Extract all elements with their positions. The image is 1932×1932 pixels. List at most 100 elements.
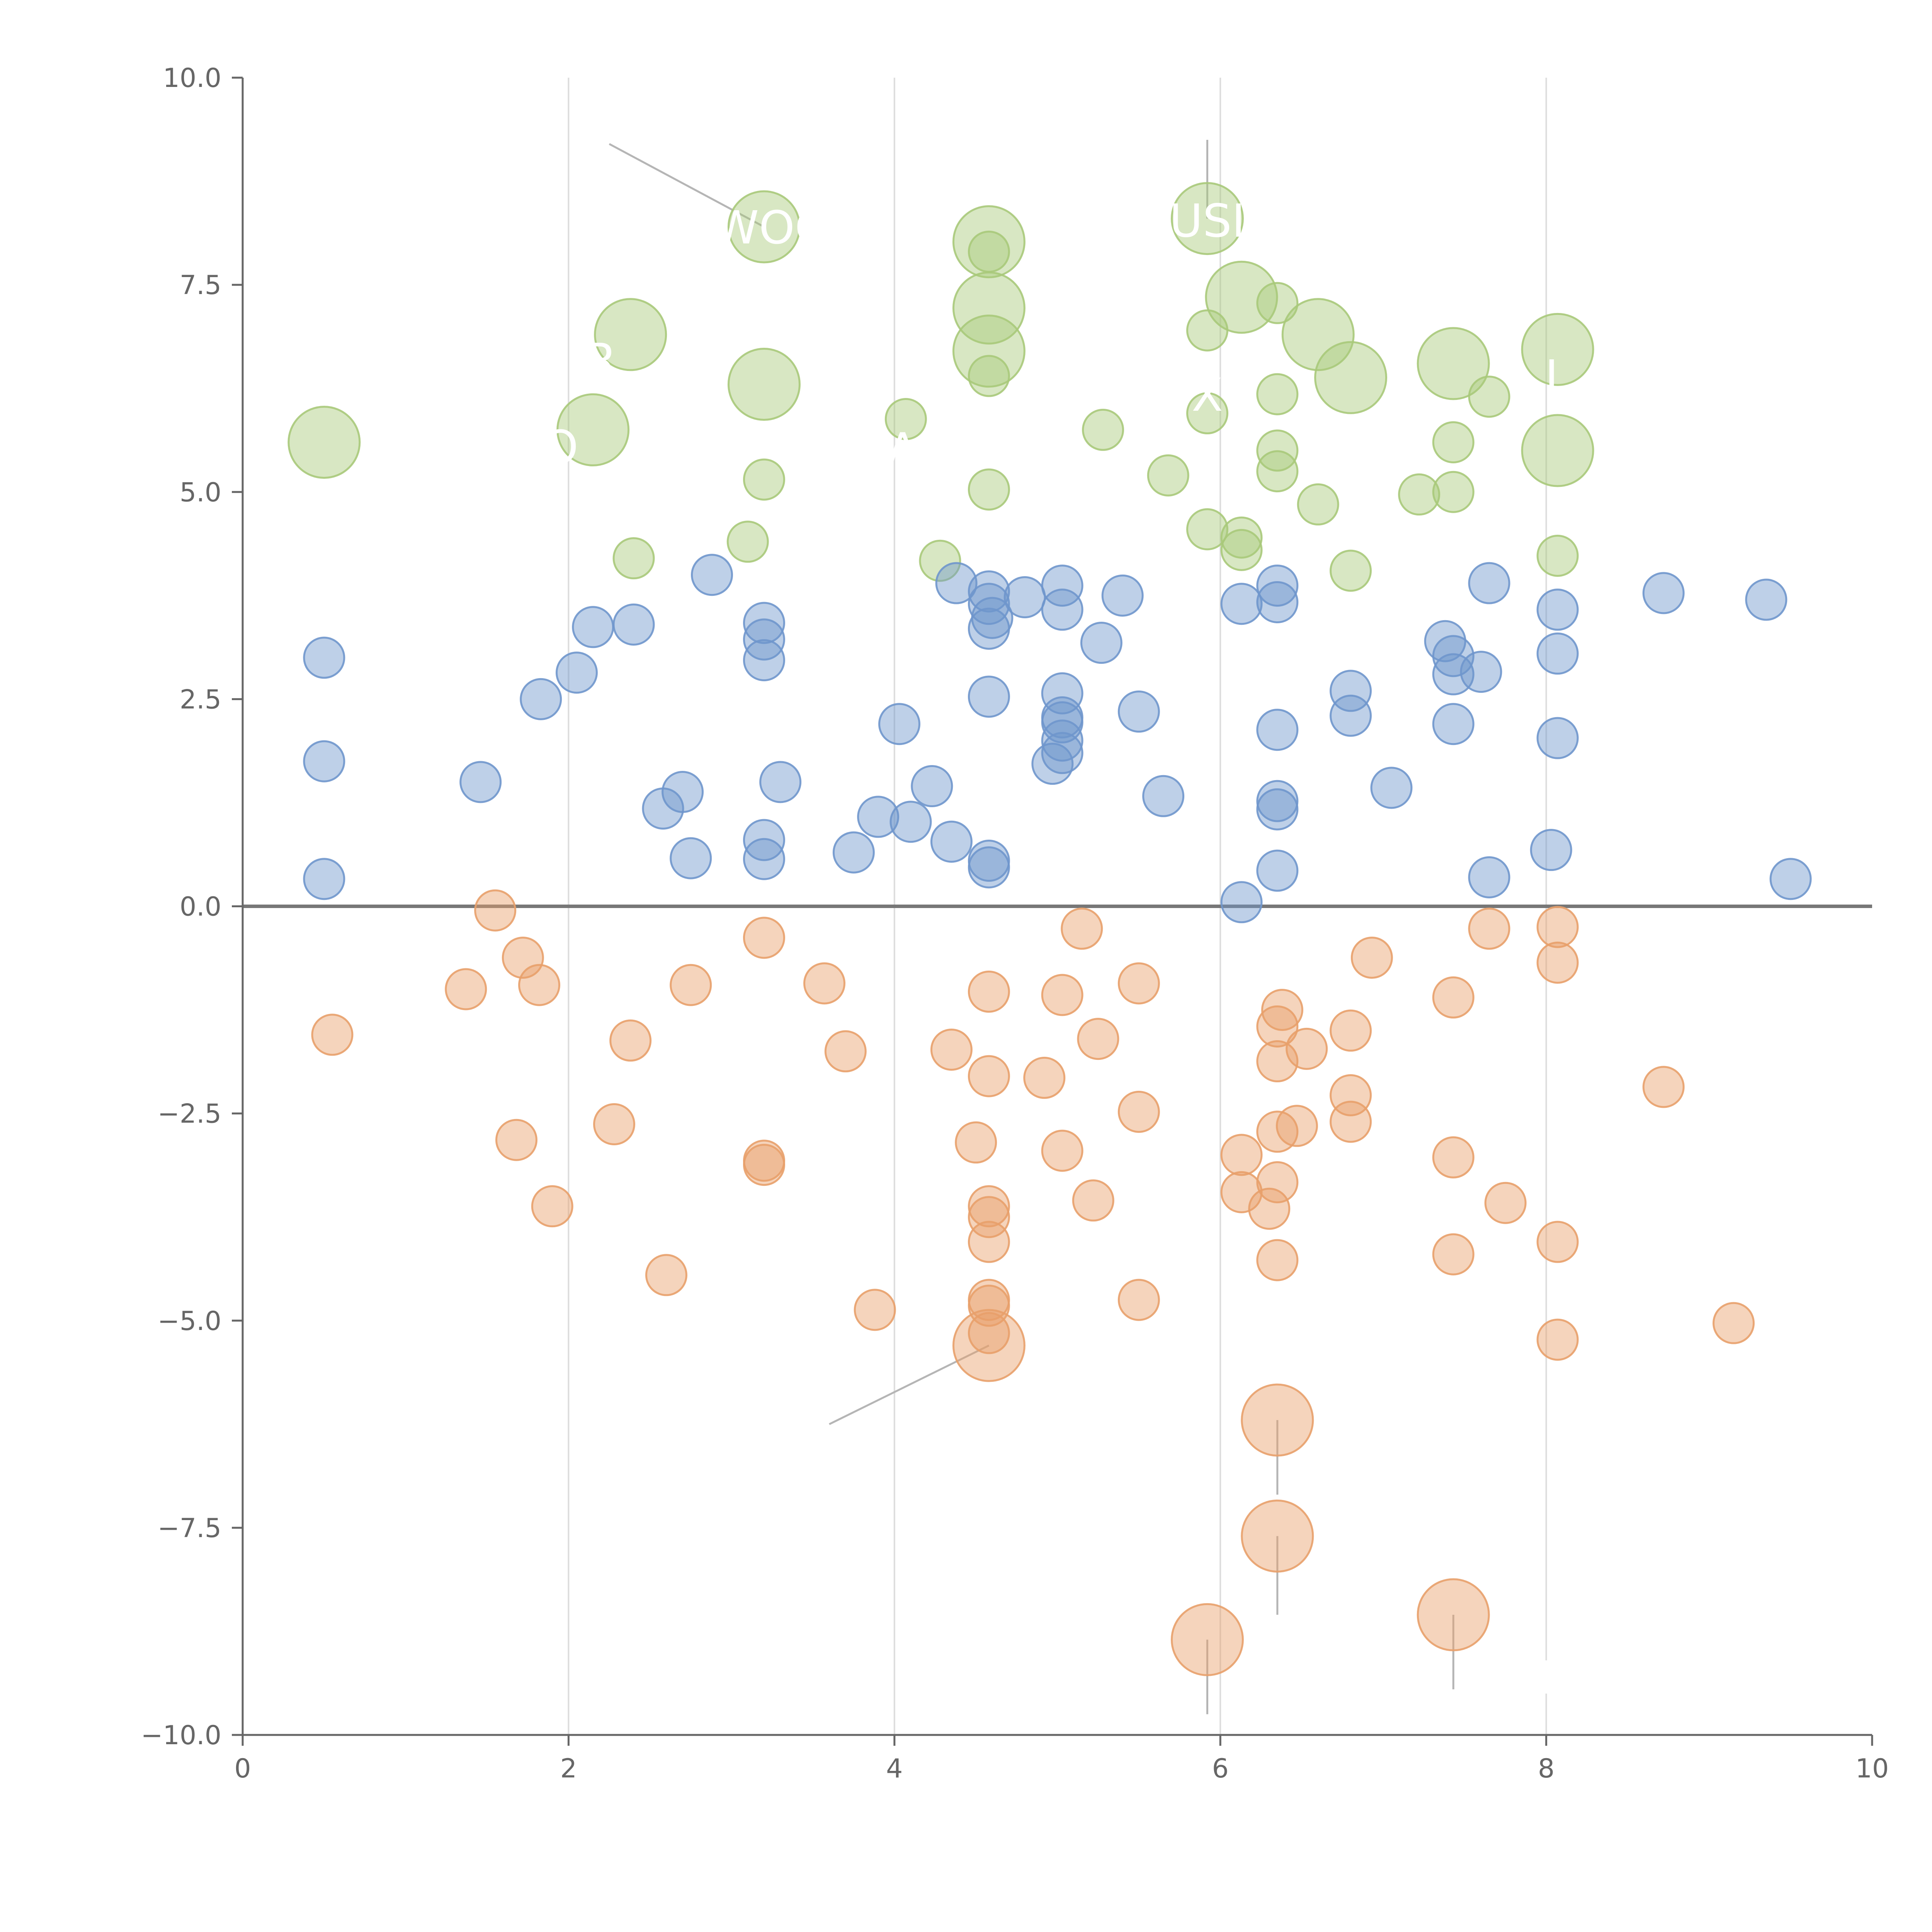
annotation-label: A [887,423,918,476]
point-negative-42 [1261,989,1303,1031]
point-positive-7 [726,520,769,563]
point-positive-35 [1432,421,1475,464]
point-middle-60 [1460,651,1502,693]
x-tick-label: 8 [1538,1753,1554,1784]
point-middle-63 [1530,829,1572,871]
point-middle-53 [1330,670,1372,712]
point-middle-35 [1041,588,1083,631]
point-positive-28 [1256,450,1299,493]
point-negative-19 [968,970,1010,1013]
point-middle-21 [889,801,932,843]
point-negative-61 [1536,906,1579,948]
point-positive-3 [612,537,655,580]
point-negative-33 [1077,1018,1119,1060]
point-middle-51 [1256,788,1299,831]
y-tick-label: 0.0 [180,892,221,922]
point-negative-0 [311,1014,354,1056]
point-negative-26 [968,1312,1010,1354]
point-middle-43 [1117,690,1160,733]
point-middle-66 [1536,717,1579,759]
point-negative-18 [955,1121,997,1164]
point-middle-22 [911,765,953,808]
point-middle-20 [878,703,920,745]
point-negative-7 [593,1103,635,1146]
point-middle-59 [1432,703,1475,745]
x-tick-label: 0 [234,1753,251,1784]
point-negative-50 [1286,1027,1328,1070]
point-positive-2 [556,393,630,466]
point-middle-1 [303,740,345,782]
point-middle-12 [743,602,785,644]
x-tick-label: 6 [1212,1753,1229,1784]
point-middle-42 [1101,574,1144,617]
point-negative-20 [968,1055,1010,1097]
point-negative-2 [474,889,517,932]
point-middle-29 [968,675,1010,718]
point-middle-0 [303,636,345,679]
point-negative-37 [1170,1603,1244,1676]
point-middle-4 [520,678,562,720]
point-negative-1 [445,968,487,1010]
point-positive-18 [1170,182,1244,255]
point-middle-16 [743,838,785,880]
point-middle-25 [968,570,1010,613]
annotation-label: O [543,420,578,474]
point-negative-9 [645,1254,687,1296]
point-positive-11 [968,230,1010,273]
point-negative-59 [1468,907,1510,950]
point-negative-65 [1642,1066,1685,1108]
point-middle-18 [832,831,875,874]
point-middle-41 [1080,622,1122,664]
point-middle-28 [968,607,1010,650]
point-middle-68 [1745,578,1787,621]
point-middle-45 [1220,583,1263,625]
point-negative-27 [952,1309,1026,1382]
point-middle-55 [1370,767,1413,809]
point-middle-15 [743,819,785,861]
point-middle-23 [930,820,973,863]
point-negative-15 [824,1030,867,1073]
point-negative-58 [1417,1578,1490,1651]
point-negative-49 [1276,1105,1318,1147]
point-negative-6 [531,1185,573,1228]
point-positive-17 [1147,454,1189,497]
point-positive-12 [952,271,1026,345]
point-positive-23 [1220,516,1263,559]
point-negative-28 [1023,1056,1066,1099]
point-positive-24 [1220,529,1263,571]
point-middle-48 [1256,581,1299,623]
point-positive-13 [952,315,1026,388]
point-negative-4 [518,964,560,1006]
point-positive-9 [919,539,961,582]
point-middle-32 [1003,576,1046,619]
point-negative-55 [1432,976,1475,1019]
annotation-label: WOO [714,201,830,254]
point-negative-17 [930,1028,973,1071]
data-points [287,182,1812,1676]
point-positive-36 [1432,471,1475,513]
point-positive-1 [594,298,667,371]
point-negative-34 [1117,962,1160,1005]
point-negative-8 [609,1019,652,1062]
point-negative-64 [1536,1318,1579,1361]
point-negative-16 [854,1289,896,1331]
y-tick-label: 5.0 [180,477,221,508]
x-tick-label: 10 [1855,1753,1889,1784]
annotation-leader-0 [609,143,765,228]
point-negative-54 [1350,936,1393,979]
point-negative-38 [1220,1134,1263,1176]
point-middle-49 [1256,709,1299,751]
point-middle-67 [1642,572,1685,614]
point-middle-19 [857,796,900,838]
point-middle-36 [1041,672,1083,714]
y-tick-label: 7.5 [180,270,221,301]
y-tick-label: −2.5 [158,1099,221,1129]
point-negative-41 [1256,1005,1299,1048]
point-positive-30 [1297,483,1339,526]
point-positive-25 [1256,282,1299,324]
point-negative-22 [968,1196,1010,1238]
point-negative-57 [1432,1233,1475,1276]
point-middle-17 [759,761,802,803]
point-negative-66 [1713,1302,1755,1344]
point-negative-11 [743,917,785,959]
